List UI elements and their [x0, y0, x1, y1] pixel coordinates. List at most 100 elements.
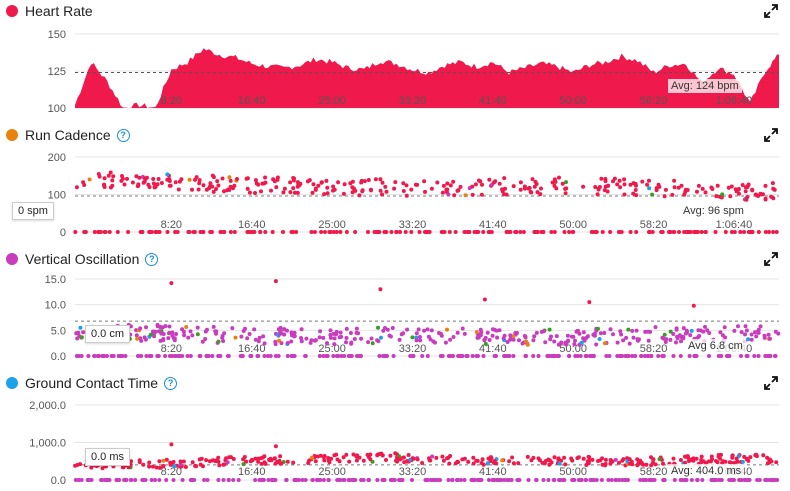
data-point: [695, 189, 699, 194]
expand-icon[interactable]: [764, 128, 778, 142]
zero-point: [462, 230, 467, 234]
data-point: [194, 464, 199, 469]
data-point: [244, 176, 249, 181]
zero-point: [456, 478, 461, 482]
data-point: [770, 181, 775, 186]
expand-icon[interactable]: [764, 252, 778, 266]
data-point: [410, 456, 415, 461]
expand-icon[interactable]: [764, 376, 778, 390]
zero-point: [576, 478, 581, 482]
y-tick-label: 10.0: [45, 300, 66, 312]
data-point: [291, 460, 296, 465]
zero-point: [467, 230, 472, 234]
data-point: [390, 326, 395, 330]
data-point: [186, 335, 191, 340]
data-point: [678, 458, 683, 462]
zero-point: [647, 230, 652, 234]
data-point: [344, 336, 349, 340]
data-point: [422, 179, 427, 184]
data-point: [618, 185, 623, 190]
data-point: [594, 342, 599, 347]
zero-point: [391, 354, 396, 358]
zero-point: [767, 230, 771, 234]
data-point: [463, 193, 468, 198]
zero-point: [613, 478, 618, 482]
data-point: [241, 329, 246, 333]
data-point: [473, 182, 478, 187]
data-point: [216, 183, 221, 188]
zero-point: [167, 354, 172, 358]
data-point: [622, 182, 627, 187]
zero-point: [218, 354, 223, 358]
data-point: [142, 179, 147, 184]
data-point: [646, 338, 651, 343]
zero-point: [187, 230, 192, 234]
data-point: [210, 173, 215, 178]
zero-point: [465, 354, 470, 358]
x-tick-label: 58:20: [640, 219, 668, 231]
x-tick-label: 25:00: [318, 343, 346, 355]
data-point: [619, 332, 624, 337]
data-point: [393, 180, 398, 185]
data-point: [139, 338, 144, 343]
vertical-oscillation-legend-dot: [6, 253, 18, 265]
help-icon[interactable]: ?: [145, 252, 159, 266]
zero-point: [567, 230, 572, 234]
data-point: [663, 187, 668, 192]
zero-point: [739, 354, 743, 358]
data-point: [585, 334, 590, 339]
x-tick-label: 33:20: [399, 95, 427, 107]
zero-point: [456, 354, 461, 358]
data-point: [152, 334, 157, 339]
zero-point: [321, 478, 326, 482]
zero-point: [686, 230, 691, 234]
data-point: [603, 179, 608, 184]
data-point: [763, 183, 768, 188]
vertical-oscillation-plot: 15.010.05.00.08:20 16:40 25:00 33:20 41:40 50…: [45, 274, 781, 363]
x-tick-label: 8:20: [161, 95, 182, 107]
data-point: [600, 462, 605, 467]
data-point: [606, 183, 611, 188]
zero-point: [633, 354, 638, 358]
data-point: [653, 325, 658, 330]
data-point: [418, 338, 423, 343]
expand-icon[interactable]: [764, 4, 778, 18]
data-point: [458, 184, 463, 189]
data-point: [332, 187, 337, 192]
data-point: [321, 335, 326, 340]
data-point: [508, 333, 513, 338]
data-point: [531, 338, 536, 343]
data-point: [733, 460, 737, 465]
x-tick-label: 33:20: [399, 343, 427, 355]
x-tick-label: 50:00: [559, 219, 587, 231]
data-point: [384, 189, 389, 194]
data-point: [718, 330, 723, 335]
data-point: [661, 336, 666, 341]
zero-point: [591, 354, 596, 358]
heart-rate-panel: Heart Rate 150 125 100 8:20 16:40 25:00 33:20 4…: [0, 0, 790, 118]
data-point: [359, 180, 364, 185]
data-point: [292, 190, 297, 195]
ground-contact-time-panel: Ground Contact Time ? 2,000.0 1,000.0 0.0 8…: [0, 372, 790, 491]
zero-point: [608, 230, 613, 234]
zero-point: [514, 230, 519, 234]
zero-point: [384, 230, 389, 234]
y-tick-label: 150: [48, 29, 66, 41]
data-point: [401, 189, 406, 193]
data-point: [534, 182, 539, 186]
data-point: [335, 457, 340, 462]
data-point: [602, 341, 607, 346]
x-tick-label: 58:20: [640, 95, 668, 107]
data-point: [387, 333, 392, 338]
data-point: [681, 334, 686, 339]
zero-point: [756, 230, 761, 234]
data-point: [720, 192, 725, 197]
data-point: [331, 331, 336, 336]
vertical-oscillation-hover-value: 0.0 cm: [85, 325, 131, 343]
data-point: [495, 335, 500, 340]
data-point: [460, 326, 465, 331]
zero-point: [511, 354, 516, 358]
help-icon[interactable]: ?: [164, 376, 178, 390]
zero-point: [289, 354, 294, 358]
help-icon[interactable]: ?: [116, 128, 130, 142]
